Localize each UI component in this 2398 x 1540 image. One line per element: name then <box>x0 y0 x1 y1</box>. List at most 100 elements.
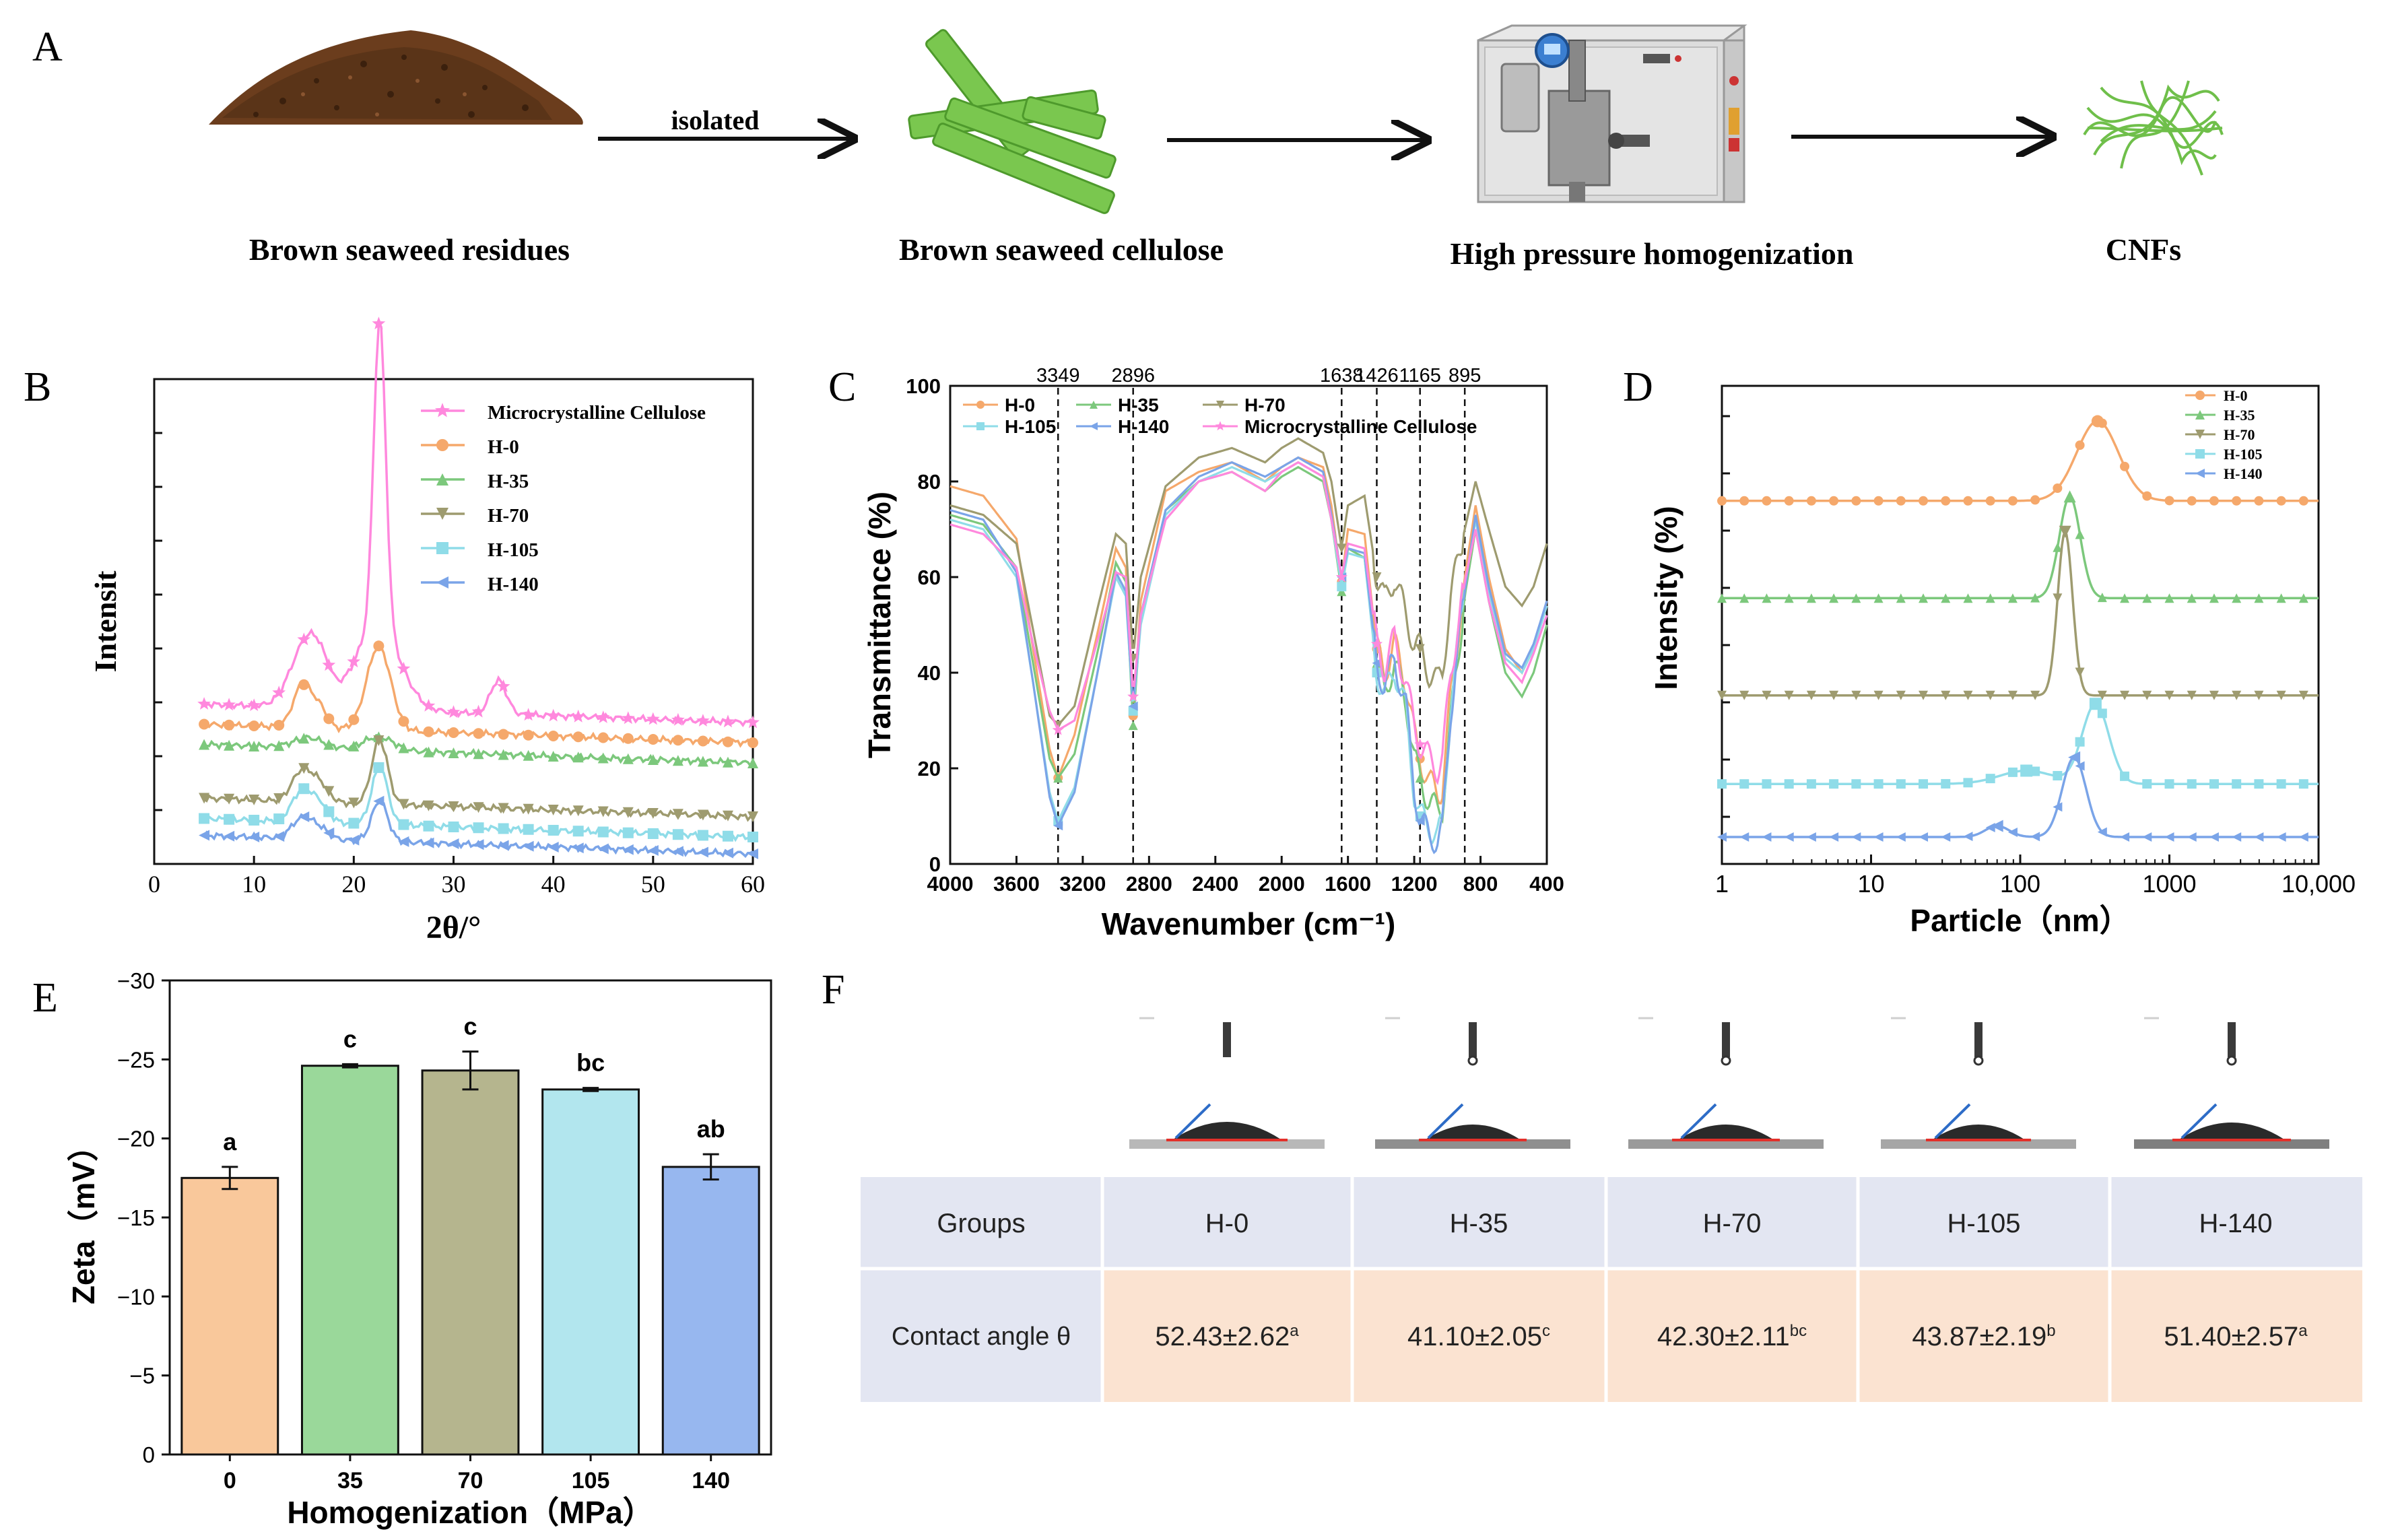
data-point <box>547 805 559 815</box>
table-header-cell: H-140 <box>2199 1209 2273 1238</box>
data-point <box>597 806 609 817</box>
data-point <box>1985 496 1995 506</box>
data-point <box>1784 779 1794 789</box>
x-tick-label: 0 <box>224 1468 236 1494</box>
legend-marker <box>434 403 451 417</box>
legend-label: H-35 <box>1118 395 1159 415</box>
tangent-line <box>1174 1103 1211 1139</box>
contact-angle-value: 41.10±2.05c <box>1407 1322 1550 1351</box>
data-point <box>672 829 684 840</box>
contact-angle-value: 42.30±2.11bc <box>1657 1322 1807 1351</box>
x-tick-label: 2000 <box>1259 872 1305 896</box>
ftir-chart: 4000 3600 3200 2800 2400 2000 1600 1200 800 40002… <box>862 365 1564 941</box>
panel-letter-f: F <box>822 967 844 1013</box>
data-point <box>224 830 235 842</box>
bar-35 <box>300 1065 399 1456</box>
data-point <box>596 710 610 723</box>
data-point <box>398 742 409 754</box>
droplet-image-H-105 <box>1881 1017 2076 1149</box>
y-tick-label: −10 <box>117 1284 155 1309</box>
droplet-image-H-0 <box>1129 1017 1325 1149</box>
data-point <box>1127 690 1139 702</box>
data-point <box>1415 644 1425 654</box>
data-point <box>323 827 335 838</box>
data-point <box>1806 496 1816 506</box>
series-line <box>950 461 1548 786</box>
data-point <box>2142 491 2152 501</box>
series-H-35: H-35 <box>950 395 1548 824</box>
data-point <box>1963 496 1973 506</box>
data-point <box>1919 593 1929 603</box>
data-point <box>523 803 534 815</box>
legend-marker <box>436 576 448 589</box>
data-point <box>224 739 235 751</box>
tangent-line <box>1427 1103 1464 1139</box>
significance-letter: ab <box>697 1115 725 1143</box>
significance-letter: c <box>343 1025 357 1052</box>
data-point <box>547 731 559 741</box>
significance-superscript: b <box>2046 1322 2055 1340</box>
x-tick-label: 1600 <box>1325 872 1371 896</box>
data-point <box>722 830 733 842</box>
data-point <box>199 739 210 750</box>
legend-marker <box>1090 401 1098 409</box>
data-point <box>2232 779 2242 789</box>
data-point <box>498 803 509 814</box>
data-point <box>473 728 484 739</box>
data-point <box>722 810 733 822</box>
y-tick-label: 40 <box>918 661 941 685</box>
x-tick-label: 60 <box>741 871 765 898</box>
series-H-105: H-105 <box>1717 446 2319 789</box>
data-point <box>199 718 210 730</box>
data-point <box>2276 496 2286 506</box>
legend-marker <box>2195 469 2205 478</box>
data-point <box>348 740 360 751</box>
data-point <box>323 713 335 725</box>
legend-label: H-140 <box>2224 465 2262 482</box>
data-point <box>2142 690 2152 700</box>
data-point <box>1919 690 1929 700</box>
contact-angle-table: Groups H-0 H-35 H-70 H-105 H-140 Contact angle… <box>861 1177 2362 1402</box>
data-point <box>1717 690 1727 700</box>
x-tick-label: 20 <box>341 871 366 898</box>
data-point <box>2142 593 2152 603</box>
series-line <box>950 456 1548 805</box>
data-point <box>297 632 311 646</box>
data-point <box>2120 461 2130 471</box>
cellulose-rods-icon <box>908 29 1117 214</box>
data-point <box>646 712 660 725</box>
data-point <box>473 839 484 850</box>
data-point <box>721 714 735 728</box>
series-H-140: H-140 <box>950 416 1548 855</box>
flow-step-3-label: High pressure homogenization <box>1451 236 1854 271</box>
table-value-row <box>1102 1269 2362 1402</box>
legend-marker <box>2195 410 2205 420</box>
legend-label: H-105 <box>1005 416 1056 437</box>
series-line <box>203 801 754 859</box>
y-axis-label: Transmittance (%) <box>862 492 897 758</box>
plot-frame <box>153 378 754 865</box>
data-point <box>1415 816 1425 826</box>
bar-70 <box>421 1069 520 1456</box>
data-point <box>1941 778 1951 789</box>
data-point <box>597 732 609 743</box>
data-point <box>2254 779 2264 789</box>
data-point <box>423 800 434 811</box>
droplet <box>1933 1125 2024 1139</box>
data-point <box>1919 832 1929 842</box>
data-point <box>1941 593 1951 603</box>
data-point <box>1919 779 1929 789</box>
x-tick-label: 3200 <box>1059 872 1106 896</box>
peak-point <box>2089 698 2102 710</box>
data-point <box>1337 582 1347 592</box>
data-point <box>547 825 559 836</box>
data-point <box>471 704 486 718</box>
table-header-row <box>861 1177 2362 1269</box>
data-point <box>2030 495 2040 505</box>
data-point <box>248 740 260 751</box>
droplet-image-H-70 <box>1628 1017 1824 1149</box>
peak-label: 1426 <box>1355 365 1399 387</box>
data-point <box>322 658 336 671</box>
data-point <box>2187 779 2197 789</box>
y-axis-label: Intensity (%) <box>1648 506 1684 690</box>
